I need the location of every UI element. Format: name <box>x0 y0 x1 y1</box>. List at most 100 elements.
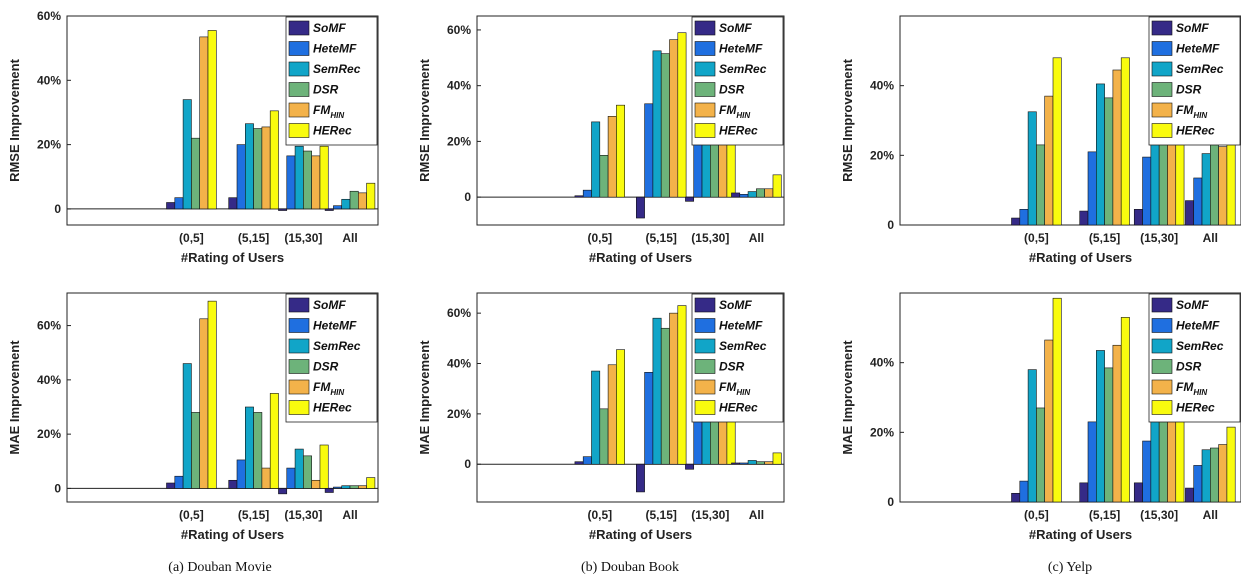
y-tick-label: 60% <box>447 306 471 320</box>
legend-swatch <box>288 359 310 374</box>
bar-hetemf-2 <box>693 136 703 198</box>
chart-panel-4: 0 20% 40% 60% (0,5] (5,15] (15,30] All #Rating o… <box>417 292 785 542</box>
chart-panel-5: 0 20% 40% (0,5] (5,15] (15,30] All #Rating of U… <box>840 292 1241 542</box>
legend-entry: SoMF <box>1176 21 1209 35</box>
x-axis-label: #Rating of Users <box>1029 527 1132 542</box>
bar-semrec-1 <box>652 317 662 465</box>
bar-hetemf-0 <box>582 456 592 465</box>
bar-hetemf-1 <box>644 103 654 198</box>
bar-herec-3 <box>366 182 376 210</box>
x-tick-label: All <box>1203 508 1218 522</box>
legend-swatch <box>1151 338 1173 354</box>
bar-semrec-3 <box>1201 449 1211 503</box>
bar-somf-2 <box>278 488 288 495</box>
bar-herec-1 <box>1120 317 1130 503</box>
legend-swatch <box>288 123 310 138</box>
bar-dsr-1 <box>660 327 670 465</box>
chart-panel-0: 0 20% 40% 60% (0,5] (5,15] (15,30] All #Rating o… <box>7 9 379 265</box>
bar-fm-hin-0 <box>1044 95 1054 226</box>
x-tick-label: All <box>749 231 764 245</box>
bar-semrec-1 <box>1096 350 1105 503</box>
x-axis-label: #Rating of Users <box>1029 250 1132 265</box>
x-tick-label: (15,30] <box>691 508 729 522</box>
legend-entry: SemRec <box>1176 339 1224 353</box>
bar-somf-0 <box>1011 492 1021 503</box>
legend-entry: HeteMF <box>313 319 357 333</box>
legend-entry: DSR <box>1176 360 1202 374</box>
legend-entry: HERec <box>1176 401 1215 415</box>
bar-hetemf-3 <box>739 194 749 198</box>
bar-semrec-1 <box>245 406 254 489</box>
legend-entry: HERec <box>313 401 352 415</box>
bar-dsr-2 <box>710 136 719 198</box>
bar-semrec-2 <box>294 448 304 489</box>
bar-semrec-1 <box>1096 83 1105 226</box>
bar-semrec-0 <box>1027 111 1037 226</box>
bar-somf-3 <box>324 488 334 493</box>
bar-semrec-0 <box>182 363 192 489</box>
bar-semrec-3 <box>747 460 757 465</box>
bar-herec-2 <box>319 444 329 489</box>
bar-dsr-3 <box>349 485 359 489</box>
bar-herec-0 <box>616 349 626 465</box>
y-axis-label: MAE Improvement <box>417 340 432 455</box>
legend-swatch <box>288 102 310 118</box>
bar-fm-hin-0 <box>607 116 617 198</box>
x-tick-label: (0,5] <box>587 508 612 522</box>
bar-fm-hin-2 <box>311 479 321 489</box>
legend-entry: HERec <box>1176 124 1215 138</box>
bar-dsr-0 <box>599 155 609 198</box>
x-tick-label: (0,5] <box>587 231 612 245</box>
bar-hetemf-3 <box>1193 177 1203 226</box>
bar-hetemf-1 <box>644 372 654 465</box>
y-tick-label: 60% <box>37 9 61 23</box>
legend-entry: SoMF <box>719 298 752 312</box>
bar-fm-hin-3 <box>1218 146 1228 226</box>
bar-hetemf-2 <box>1142 156 1152 226</box>
legend-entry: HERec <box>719 124 758 138</box>
bar-somf-3 <box>324 208 334 211</box>
legend-swatch <box>694 359 716 374</box>
y-tick-label: 0 <box>54 481 61 495</box>
legend-entry: SemRec <box>719 339 767 353</box>
bar-herec-3 <box>366 477 376 489</box>
bar-dsr-1 <box>253 412 263 489</box>
bar-somf-3 <box>731 192 741 198</box>
bar-herec-0 <box>207 300 217 489</box>
bar-dsr-3 <box>756 461 765 465</box>
y-tick-label: 0 <box>887 495 894 509</box>
x-tick-label: All <box>749 508 764 522</box>
legend-swatch <box>288 379 310 395</box>
legend-swatch <box>694 82 716 97</box>
legend-swatch <box>694 61 716 77</box>
bar-fm-hin-3 <box>1218 444 1228 503</box>
legend-swatch <box>1151 82 1173 97</box>
y-tick-label: 20% <box>37 427 61 441</box>
legend-entry: SemRec <box>1176 62 1224 76</box>
x-tick-label: (5,15] <box>1089 231 1120 245</box>
bar-herec-1 <box>269 393 279 489</box>
x-tick-label: (15,30] <box>1140 231 1178 245</box>
legend-swatch <box>288 61 310 77</box>
bar-fm-hin-0 <box>607 364 617 465</box>
x-tick-label: (0,5] <box>1024 508 1049 522</box>
y-tick-label: 40% <box>447 357 471 371</box>
bar-somf-0 <box>166 482 176 489</box>
bar-dsr-1 <box>660 53 670 198</box>
legend-swatch <box>1151 20 1173 36</box>
bar-fm-hin-1 <box>1112 344 1122 503</box>
legend-swatch <box>1151 102 1173 118</box>
bar-semrec-0 <box>591 121 601 198</box>
bar-fm-hin-3 <box>764 461 774 465</box>
bar-herec-3 <box>772 452 782 465</box>
bar-somf-3 <box>1185 200 1195 226</box>
y-tick-label: 20% <box>447 134 471 148</box>
x-tick-label: (15,30] <box>284 508 322 522</box>
legend-swatch <box>694 41 716 56</box>
chart-panel-1: 0 20% 40% 60% (0,5] (5,15] (15,30] All #Rating o… <box>417 15 785 265</box>
bar-hetemf-0 <box>174 475 184 489</box>
bar-semrec-3 <box>1201 153 1211 226</box>
bar-somf-1 <box>1079 210 1089 226</box>
